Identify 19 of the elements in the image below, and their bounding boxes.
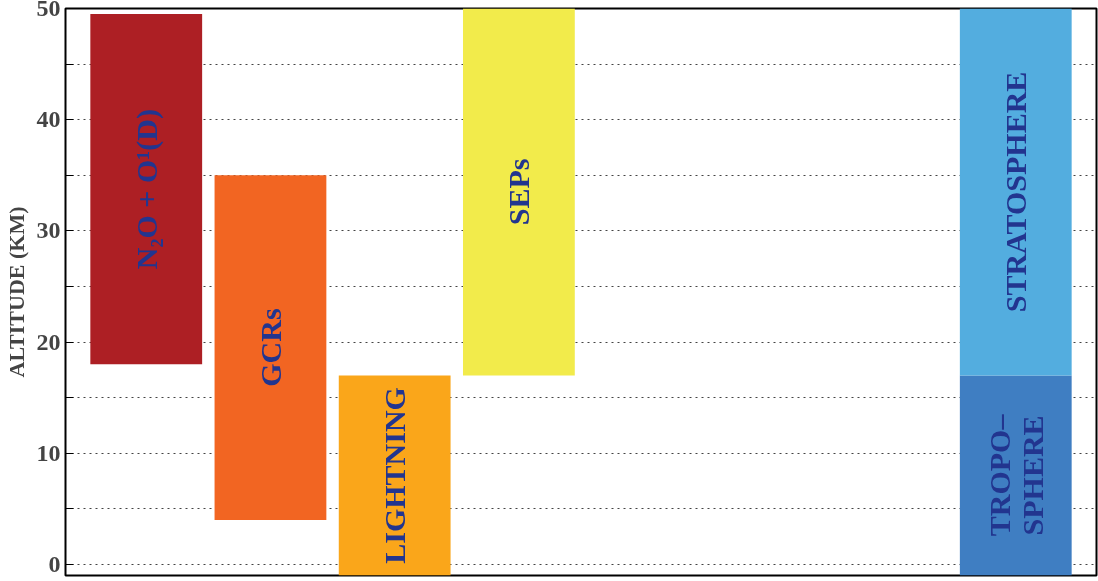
- bar: [338, 375, 451, 576]
- y-axis-title: ALTITUDE (KM): [3, 206, 29, 378]
- bar: [462, 8, 575, 376]
- data-label: LIGHTNING: [378, 387, 412, 564]
- data-label: STRATOSPHERE: [999, 71, 1033, 313]
- bar: [959, 8, 1072, 376]
- data-label: GCRs: [253, 308, 287, 387]
- data-label: TROPO– SPHERE: [982, 413, 1049, 537]
- bar: [214, 175, 327, 520]
- y-tick-label: 10: [36, 439, 61, 466]
- y-tick-label: 40: [36, 106, 61, 133]
- y-tick-label: 20: [36, 328, 61, 355]
- bar: [90, 14, 203, 365]
- data-label: SEPs: [502, 158, 536, 226]
- bar: [959, 375, 1072, 576]
- data-label: N₂O + O¹(D): [129, 109, 164, 270]
- y-tick-label: 30: [36, 217, 61, 244]
- y-tick-label: 50: [36, 0, 61, 21]
- y-tick-label: 0: [48, 550, 61, 577]
